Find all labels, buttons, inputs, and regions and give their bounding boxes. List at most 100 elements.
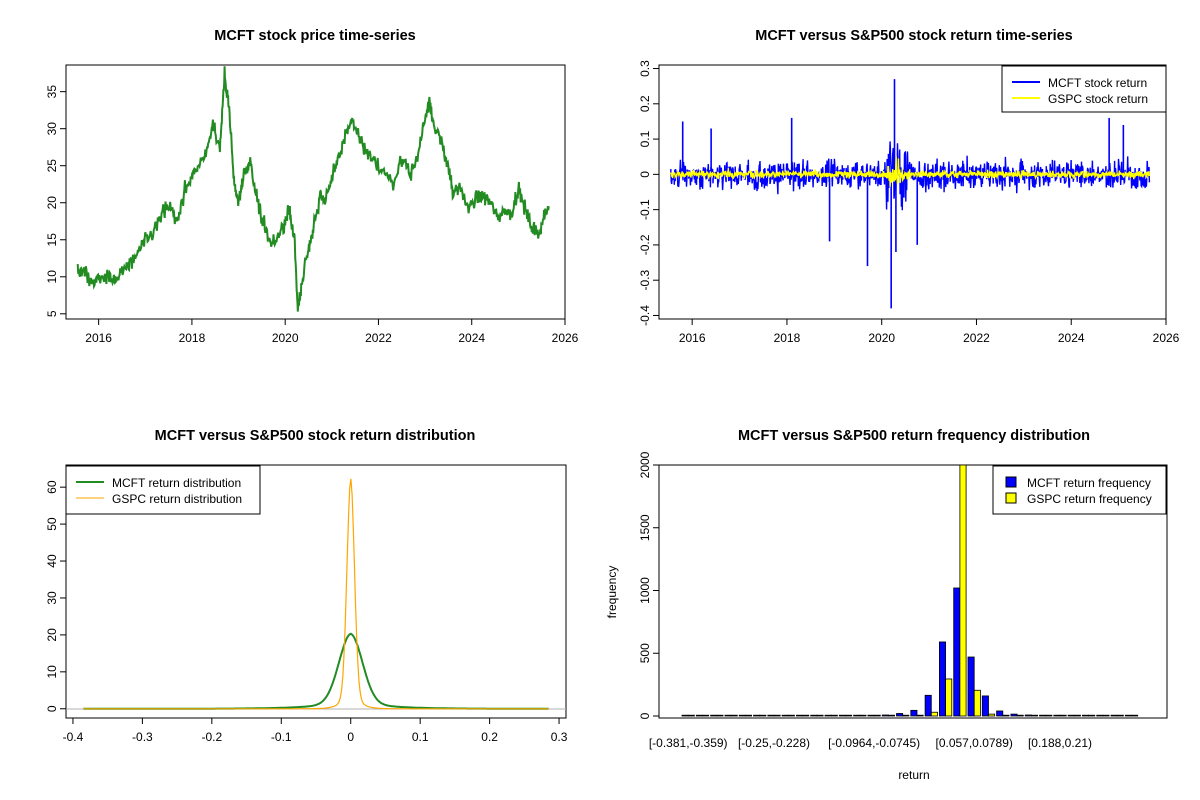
x-tick-label: 0 (347, 730, 354, 744)
legend: MCFT stock return GSPC stock return (1001, 65, 1167, 113)
legend-label: MCFT return frequency (1027, 476, 1151, 490)
mcft-frequency-bar (738, 714, 746, 717)
y-tick-label: 35 (45, 85, 59, 99)
x-tick-label: 2026 (552, 331, 579, 345)
x-tick-label: 2024 (1058, 331, 1085, 345)
series-marks (670, 79, 1151, 309)
gspc-frequency-bar (1045, 714, 1053, 717)
gspc-frequency-bar (1088, 714, 1096, 717)
legend-label: MCFT stock return (1048, 76, 1147, 90)
x-tick-label: [-0.0964,-0.0745) (828, 736, 920, 750)
y-tick-label: 15 (45, 233, 59, 247)
y-tick-label: 10 (45, 270, 59, 284)
mcft-frequency-bar (753, 714, 761, 717)
chart-title: MCFT versus S&P500 stock return time-ser… (755, 28, 1073, 44)
mcft-frequency-bar (853, 714, 861, 717)
y-tick-label: 500 (638, 643, 652, 663)
y-tick-label: 30 (45, 591, 59, 605)
price-series-line (76, 66, 550, 312)
mcft-frequency-bar (967, 656, 975, 717)
legend-label: MCFT return distribution (112, 476, 241, 490)
mcft-frequency-bar (810, 714, 818, 717)
axes: 2016 2018 2020 2022 2024 2026 5 10 15 20 25 30 35 (45, 85, 578, 345)
x-tick-label: 2020 (272, 331, 299, 345)
x-tick-label: 2022 (963, 331, 990, 345)
gspc-frequency-bar (1073, 714, 1081, 717)
y-tick-label: 60 (45, 480, 59, 494)
legend-label: GSPC return distribution (112, 492, 242, 506)
axes: -0.4 -0.3 -0.2 -0.1 0 0.1 0.2 0.3 0 10 20 30 40 50 60 (45, 480, 568, 744)
gspc-frequency-bar (1131, 714, 1139, 717)
gspc-frequency-bar (988, 713, 996, 717)
x-tick-label: [0.057,0.0789) (935, 736, 1012, 750)
x-tick-label: [0.188,0.21) (1028, 736, 1092, 750)
y-tick-label: 0 (638, 712, 652, 719)
legend-box (992, 465, 1167, 515)
x-tick-label: 2026 (1153, 331, 1180, 345)
axes: 2016 2018 2020 2022 2024 2026 -0.4 -0.3 -0.2 -0.1… (638, 60, 1179, 345)
y-tick-label: -0.1 (638, 199, 652, 220)
x-tick-label: -0.2 (201, 730, 222, 744)
y-tick-label: 0 (45, 705, 59, 712)
gspc-frequency-bar (902, 714, 910, 717)
y-tick-label: -0.2 (638, 234, 652, 255)
gspc-frequency-bar (802, 714, 810, 717)
mcft-frequency-bar (1039, 714, 1047, 717)
y-tick-label: 0.3 (638, 60, 652, 77)
x-tick-label: 0.3 (551, 730, 568, 744)
x-tick-label: [-0.381,-0.359) (649, 736, 728, 750)
mcft-frequency-bar (710, 714, 718, 717)
gspc-frequency-bar (1116, 714, 1124, 717)
x-tick-label: 2018 (774, 331, 801, 345)
gspc-frequency-bar (1102, 714, 1110, 717)
mcft-frequency-bar (867, 714, 875, 717)
x-tick-label: 2016 (679, 331, 706, 345)
x-tick-label: 2022 (365, 331, 392, 345)
mcft-frequency-bar (824, 714, 832, 717)
x-tick-label: 2024 (458, 331, 485, 345)
mcft-frequency-bar (838, 714, 846, 717)
mcft-frequency-bar (1024, 714, 1032, 717)
y-axis-label: frequency (605, 566, 619, 619)
plot-frame (65, 64, 566, 320)
gspc-frequency-bar (730, 714, 738, 717)
series-marks (83, 478, 549, 710)
gspc-frequency-bar (716, 714, 724, 717)
y-tick-label: 10 (45, 665, 59, 679)
x-tick-label: 2016 (85, 331, 112, 345)
x-axis-label: return (898, 768, 929, 782)
gspc-frequency-bar (787, 714, 795, 717)
x-tick-label: [-0.25,-0.228) (738, 736, 810, 750)
chart-title: MCFT versus S&P500 return frequency dist… (738, 428, 1090, 444)
gspc-frequency-bar (1016, 714, 1024, 717)
y-tick-label: -0.3 (638, 270, 652, 291)
mcft-frequency-bar (1067, 714, 1075, 717)
mcft-frequency-bar (681, 714, 689, 717)
y-tick-label: 0.2 (638, 95, 652, 112)
series-marks (76, 66, 550, 312)
mcft-frequency-bar (996, 710, 1004, 717)
y-tick-label: 1500 (638, 514, 652, 541)
gspc-frequency-bar (845, 714, 853, 717)
gspc-frequency-bar (873, 714, 881, 717)
gspc-density-line (83, 478, 549, 710)
x-tick-label: 0.2 (481, 730, 498, 744)
legend: MCFT return frequency GSPC return freque… (992, 465, 1167, 515)
gspc-frequency-bar (1002, 714, 1010, 717)
x-tick-label: -0.1 (271, 730, 292, 744)
mcft-frequency-bar (1110, 714, 1118, 717)
legend-box (65, 465, 261, 515)
mcft-frequency-bar (939, 641, 947, 717)
y-tick-label: 20 (45, 628, 59, 642)
chart-title: MCFT stock price time-series (214, 28, 415, 44)
gspc-frequency-bar (945, 678, 953, 717)
gspc-frequency-bar (745, 714, 753, 717)
legend-label: GSPC return frequency (1027, 492, 1152, 506)
y-tick-label: 1000 (638, 577, 652, 604)
gspc-frequency-bar (773, 714, 781, 717)
y-tick-label: 0 (638, 171, 652, 178)
mcft-frequency-bar (1096, 714, 1104, 717)
mcft-frequency-bar (981, 695, 989, 717)
mcft-frequency-bar (1010, 713, 1018, 717)
